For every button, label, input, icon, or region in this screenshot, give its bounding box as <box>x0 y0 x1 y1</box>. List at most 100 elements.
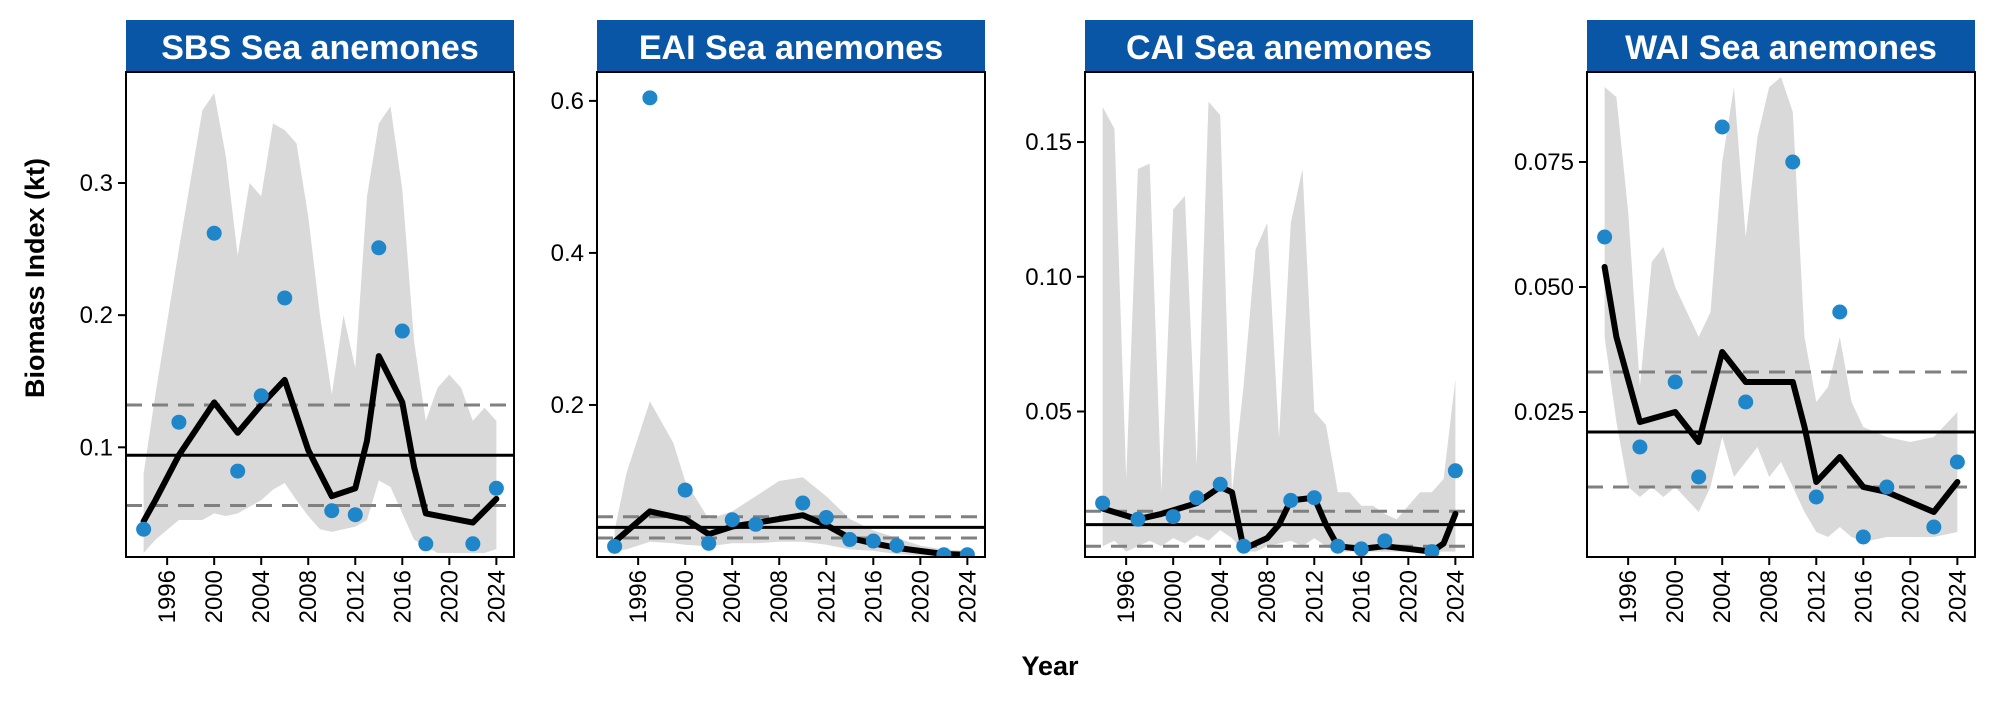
panel-3: CAI Sea anemones 0.05 0.10 0.15 1996 2000 2004… <box>1025 20 1474 623</box>
data-point <box>1283 492 1299 508</box>
data-point <box>1949 454 1965 470</box>
panel-strip <box>1085 20 1473 72</box>
plot-area <box>1085 101 1473 557</box>
data-point <box>701 535 717 551</box>
x-tick-label: 2020 <box>1897 570 1924 623</box>
data-point <box>677 482 693 498</box>
data-point <box>394 323 410 339</box>
data-point <box>818 509 834 525</box>
data-point <box>842 532 858 548</box>
data-point <box>1926 519 1942 535</box>
panel-4: WAI Sea anemones 0.025 0.050 0.075 1996 2000 2… <box>1514 20 1976 623</box>
x-tick-label: 2024 <box>954 570 981 623</box>
data-point <box>959 547 975 557</box>
y-tick-label: 0.6 <box>551 88 584 115</box>
x-tick-label: 1996 <box>625 570 652 623</box>
data-point <box>465 536 481 552</box>
x-tick-label: 2012 <box>813 570 840 623</box>
data-point <box>1330 538 1346 554</box>
y-tick-label: 0.15 <box>1025 129 1072 156</box>
panel-frame <box>1586 71 1976 558</box>
x-tick-label: 2000 <box>672 570 699 623</box>
x-tick-label: 2016 <box>860 570 887 623</box>
x-tick-label: 2004 <box>1709 570 1736 623</box>
x-tick-label: 2000 <box>1662 570 1689 623</box>
data-point <box>1189 490 1205 506</box>
x-tick-label: 2008 <box>295 570 322 623</box>
x-tick-label: 2008 <box>1756 570 1783 623</box>
data-point <box>1424 544 1440 557</box>
confidence-ribbon <box>1102 101 1456 552</box>
plot-area <box>1587 77 1975 545</box>
y-tick-label: 0.10 <box>1025 264 1072 291</box>
x-tick-label: 2020 <box>907 570 934 623</box>
confidence-ribbon <box>614 401 968 557</box>
x-tick-label: 2008 <box>766 570 793 623</box>
data-point <box>1632 439 1648 455</box>
y-tick-label: 0.025 <box>1514 399 1574 426</box>
y-tick-label: 0.4 <box>551 240 584 267</box>
x-tick-label: 2004 <box>1207 570 1234 623</box>
data-point <box>1597 229 1613 245</box>
confidence-ribbon <box>1604 77 1958 542</box>
y-tick-label: 0.2 <box>80 302 113 329</box>
y-tick-label: 0.075 <box>1514 149 1574 176</box>
x-axis-title: Year <box>1021 651 1079 681</box>
data-point <box>1879 479 1895 495</box>
data-point <box>1667 374 1683 390</box>
data-point <box>1165 509 1181 525</box>
data-point <box>1691 469 1707 485</box>
x-tick-label: 2000 <box>1160 570 1187 623</box>
x-tick-label: 1996 <box>1615 570 1642 623</box>
panel-strip <box>1587 20 1975 72</box>
data-point <box>1832 304 1848 320</box>
data-point <box>795 495 811 511</box>
data-point <box>371 240 387 256</box>
data-point <box>1377 533 1393 549</box>
data-point <box>1353 541 1369 557</box>
x-tick-label: 2012 <box>342 570 369 623</box>
panel-title: CAI Sea anemones <box>1126 29 1432 67</box>
y-tick-label: 0.1 <box>80 434 113 461</box>
x-tick-label: 1996 <box>154 570 181 623</box>
panel-1: SBS Sea anemones 0.1 0.2 0.3 1996 2000 2004 200… <box>80 20 515 623</box>
panel-2: EAI Sea anemones 0.2 0.4 0.6 1996 2000 2004 200… <box>551 20 986 623</box>
data-point <box>936 547 952 557</box>
panel-title: SBS Sea anemones <box>161 29 478 67</box>
x-tick-label: 2008 <box>1254 570 1281 623</box>
data-point <box>748 516 764 532</box>
x-tick-label: 2004 <box>719 570 746 623</box>
x-tick-label: 2012 <box>1803 570 1830 623</box>
data-point <box>1095 495 1111 511</box>
plot-area <box>126 93 514 553</box>
y-tick-label: 0.050 <box>1514 274 1574 301</box>
panel-frame <box>596 71 986 558</box>
data-point <box>1130 511 1146 527</box>
data-point <box>171 414 187 430</box>
panel-frame <box>1084 71 1474 558</box>
data-point <box>1808 489 1824 505</box>
data-point <box>1714 119 1730 135</box>
data-point <box>889 538 905 554</box>
data-point <box>136 521 152 537</box>
x-tick-label: 2004 <box>248 570 275 623</box>
data-point <box>607 538 623 554</box>
data-point <box>324 503 340 519</box>
x-tick-label: 2024 <box>1944 570 1971 623</box>
data-point <box>865 533 881 549</box>
data-point <box>1785 154 1801 170</box>
panel-title: WAI Sea anemones <box>1625 29 1937 67</box>
panel-strip <box>597 20 985 72</box>
data-point <box>1236 538 1252 554</box>
data-point <box>642 90 658 106</box>
panel-strip <box>126 20 514 72</box>
data-point <box>724 512 740 528</box>
y-tick-label: 0.3 <box>80 170 113 197</box>
data-point <box>1447 463 1463 479</box>
x-tick-label: 1996 <box>1113 570 1140 623</box>
y-tick-label: 0.2 <box>551 392 584 419</box>
x-tick-label: 2020 <box>1395 570 1422 623</box>
data-point <box>1855 529 1871 545</box>
y-tick-label: 0.05 <box>1025 399 1072 426</box>
